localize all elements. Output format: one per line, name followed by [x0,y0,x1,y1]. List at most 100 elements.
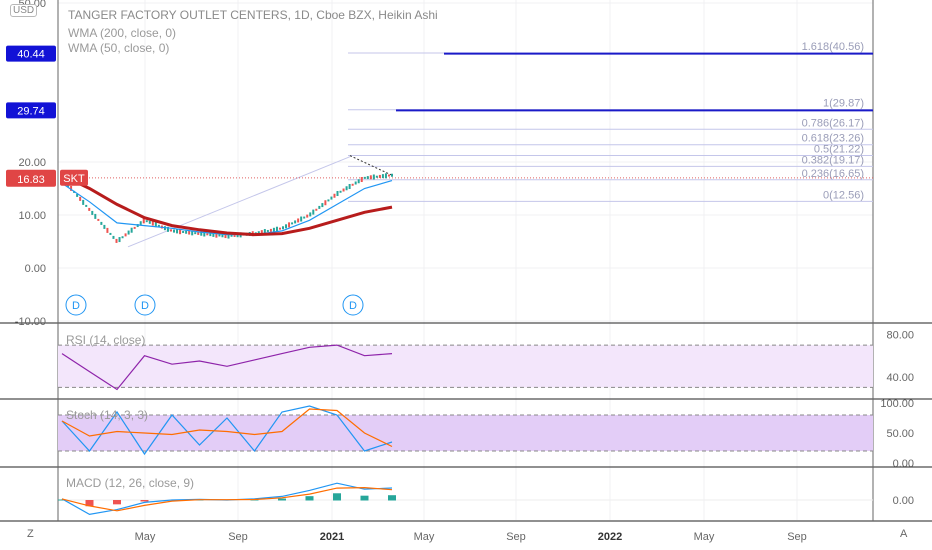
legend-wma200[interactable]: WMA (200, close, 0) [68,26,177,40]
candle [339,190,342,193]
stoch-k-line [61,405,393,456]
macd-histogram-bar [278,498,286,501]
candle [151,221,154,226]
dividend-marker-text: D [72,300,80,312]
candle [275,226,278,232]
auto-scale-button[interactable]: A [900,528,908,540]
candle [173,229,176,233]
wma50-line [61,180,393,236]
candle [85,204,88,207]
candle [218,234,221,237]
x-tick-label: Sep [787,531,807,543]
candle [378,174,381,178]
price-label-box [6,102,56,119]
candle [118,237,121,243]
candle [88,207,91,211]
candle [366,176,369,180]
rsi-band [58,345,873,388]
candle [354,181,357,185]
candle [360,177,363,183]
legend-stoch[interactable]: Stoch (14, 3, 3) [66,408,149,422]
candle [312,209,315,215]
candle [194,232,197,235]
candle [294,220,297,224]
macd-histogram-bar [85,500,94,507]
fib-level-label: 1.618(40.56) [802,41,864,53]
candle [288,222,291,228]
candle [82,199,85,205]
zoom-button[interactable]: Z [27,528,34,540]
candle [369,175,372,180]
candle [315,208,318,211]
chart-title: TANGER FACTORY OUTLET CENTERS, 1D, Cboe … [68,8,438,22]
candle [224,234,227,239]
macd-histogram-bar [58,499,66,501]
candle [182,230,185,233]
price-label-text: 29.74 [17,105,45,117]
candle [97,218,100,221]
legend-wma50[interactable]: WMA (50, close, 0) [68,41,170,55]
price-tick-label: -10.00 [15,316,46,328]
candle [154,222,157,228]
candle [263,229,266,235]
dividend-marker-circle [65,294,87,316]
fib-level-label: 1(29.87) [823,98,864,110]
dividend-marker-text: D [349,300,357,312]
candle [266,229,269,232]
price-label-text: 40.44 [17,49,45,61]
candle [176,229,179,234]
candle [324,200,327,206]
wma200-line [61,173,393,237]
candle [91,210,94,215]
legend-macd[interactable]: MACD (12, 26, close, 9) [66,476,195,490]
candle [303,216,306,219]
currency-unit: USD [10,4,38,17]
candle [148,220,151,224]
candle [185,230,188,234]
x-tick-label: Sep [506,531,526,543]
candle [300,216,303,222]
stoch-tick-label: 0.00 [893,458,914,470]
price-tick-label: 0.00 [25,263,46,275]
candle [348,184,351,190]
x-tick-label: May [694,531,715,543]
candle [321,203,324,208]
candle [100,221,103,225]
candle [372,174,375,180]
candle [272,227,275,232]
x-tick-label: 2021 [320,531,344,543]
macd-histogram-bar [360,495,369,501]
candle [327,199,330,202]
x-tick-label: 2022 [598,531,622,543]
candle [212,232,215,237]
fib-level-label: 0.786(26.17) [802,117,864,129]
fib-dotted-line [349,155,393,176]
candle [109,232,112,235]
candle [94,213,97,219]
dividend-marker-text: D [141,300,149,312]
candle [345,186,348,191]
pane-separators [0,0,932,522]
candle [363,176,366,179]
candle [215,232,218,238]
rsi-tick-label: 80.00 [886,330,914,342]
candle [230,234,233,237]
candle [297,218,300,223]
fib-anchor-line [127,156,351,248]
dividend-marker-circle [134,294,156,316]
fib-level-label: 0.382(19.17) [802,154,864,166]
dividend-marker-circle [342,294,364,316]
fib-level-label: 0.5(21.22) [814,144,864,156]
candle [278,227,281,230]
candle [269,228,272,232]
candle [318,205,321,209]
macd-tick-label: 0.00 [893,495,914,507]
rsi-line [61,344,393,391]
macd-histogram-bar [113,500,121,505]
candle [309,212,312,217]
candle [166,226,169,232]
candle [375,175,378,178]
legend-rsi[interactable]: RSI (14, close) [66,333,146,347]
